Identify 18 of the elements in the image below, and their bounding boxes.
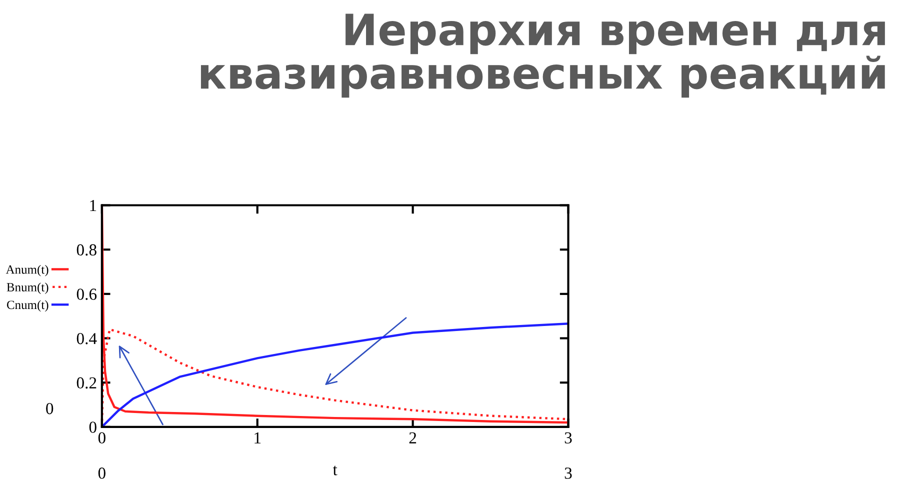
y-tick-label: 0.8 bbox=[76, 244, 96, 256]
chart-title: Иерархия времен для квазиравновесных реакций bbox=[200, 14, 885, 98]
y-tick-label: 0.6 bbox=[76, 288, 97, 300]
text: 0 bbox=[98, 468, 106, 479]
y-tick-label: 0 bbox=[89, 422, 96, 433]
legend-label: Bnum(t) bbox=[6, 282, 48, 294]
legend-label: Cnum(t) bbox=[6, 300, 48, 312]
y-tick-label: 1 bbox=[90, 200, 96, 212]
y-tick-label: 0.2 bbox=[76, 377, 96, 389]
legend-label: Anum(t) bbox=[6, 264, 48, 276]
x-tick-label: 1 bbox=[254, 432, 261, 444]
text: 0 bbox=[46, 402, 54, 414]
x-tick-label: 2 bbox=[409, 432, 416, 444]
x-tick-label: 3 bbox=[564, 432, 572, 444]
text: 3 bbox=[564, 468, 572, 479]
x-axis-title: t bbox=[332, 466, 338, 476]
y-tick-label: 0.4 bbox=[76, 332, 97, 344]
x-tick-label: 0 bbox=[98, 432, 106, 444]
